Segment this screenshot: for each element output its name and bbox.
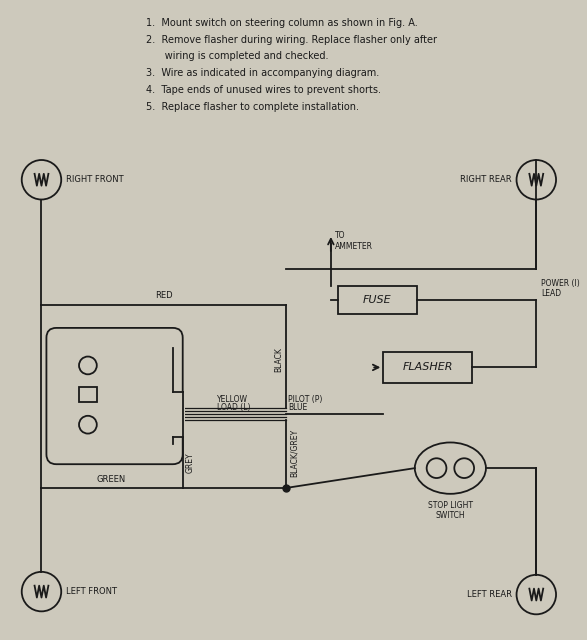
- Text: 5.  Replace flasher to complete installation.: 5. Replace flasher to complete installat…: [146, 102, 359, 112]
- Text: FLASHER: FLASHER: [403, 362, 453, 372]
- Text: POWER (I)
LEAD: POWER (I) LEAD: [541, 279, 580, 298]
- Text: LEFT FRONT: LEFT FRONT: [66, 587, 117, 596]
- Text: BLUE: BLUE: [288, 403, 308, 412]
- Text: RIGHT REAR: RIGHT REAR: [460, 175, 512, 184]
- Text: 1.  Mount switch on steering column as shown in Fig. A.: 1. Mount switch on steering column as sh…: [146, 18, 418, 28]
- Bar: [155, 392, 185, 436]
- Text: RIGHT FRONT: RIGHT FRONT: [66, 175, 124, 184]
- Text: GREY: GREY: [185, 452, 195, 472]
- Text: RED: RED: [155, 291, 173, 300]
- Text: STOP LIGHT
SWITCH: STOP LIGHT SWITCH: [428, 500, 473, 520]
- Text: YELLOW: YELLOW: [217, 395, 248, 404]
- Text: TO
AMMETER: TO AMMETER: [335, 231, 373, 250]
- Text: LOAD (L): LOAD (L): [217, 403, 251, 412]
- Text: LEFT REAR: LEFT REAR: [467, 590, 512, 599]
- Text: 4.  Tape ends of unused wires to prevent shorts.: 4. Tape ends of unused wires to prevent …: [146, 85, 381, 95]
- Text: BLACK/GREY: BLACK/GREY: [289, 429, 298, 477]
- Text: BLACK: BLACK: [275, 347, 284, 372]
- Text: GREEN: GREEN: [97, 475, 126, 484]
- Bar: [338, 287, 417, 314]
- Bar: [79, 387, 97, 402]
- Text: wiring is completed and checked.: wiring is completed and checked.: [146, 51, 329, 61]
- Text: FUSE: FUSE: [363, 295, 392, 305]
- Text: PILOT (P): PILOT (P): [288, 395, 323, 404]
- Bar: [383, 351, 472, 383]
- Text: 2.  Remove flasher during wiring. Replace flasher only after: 2. Remove flasher during wiring. Replace…: [146, 35, 437, 45]
- Text: 3.  Wire as indicated in accompanying diagram.: 3. Wire as indicated in accompanying dia…: [146, 68, 379, 78]
